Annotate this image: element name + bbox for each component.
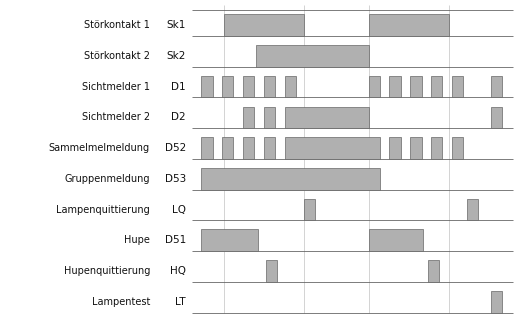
Bar bbox=[256, 45, 369, 67]
Bar bbox=[452, 137, 463, 159]
Text: LT: LT bbox=[175, 297, 186, 307]
Bar bbox=[201, 76, 213, 98]
Bar bbox=[431, 137, 443, 159]
Text: Hupe: Hupe bbox=[124, 235, 150, 245]
Bar bbox=[243, 137, 254, 159]
Text: Sammelmelmeldung: Sammelmelmeldung bbox=[49, 143, 150, 153]
Text: Sichtmelder 2: Sichtmelder 2 bbox=[82, 112, 150, 122]
Text: Sk1: Sk1 bbox=[166, 20, 186, 30]
Bar bbox=[491, 107, 502, 128]
Bar bbox=[243, 76, 254, 98]
Text: Lampentest: Lampentest bbox=[92, 297, 150, 307]
Bar bbox=[466, 199, 478, 220]
Bar bbox=[285, 76, 296, 98]
Bar bbox=[369, 230, 423, 251]
Bar bbox=[369, 14, 449, 36]
Bar bbox=[389, 76, 401, 98]
Bar bbox=[452, 76, 463, 98]
Bar bbox=[285, 107, 369, 128]
Text: Gruppenmeldung: Gruppenmeldung bbox=[64, 174, 150, 184]
Bar bbox=[222, 137, 233, 159]
Bar bbox=[201, 230, 257, 251]
Text: Sk2: Sk2 bbox=[166, 51, 186, 61]
Bar bbox=[389, 137, 401, 159]
Bar bbox=[224, 14, 304, 36]
Text: Störkontakt 1: Störkontakt 1 bbox=[84, 20, 150, 30]
Text: D1: D1 bbox=[171, 82, 186, 92]
Bar bbox=[431, 76, 443, 98]
Text: Hupenquittierung: Hupenquittierung bbox=[63, 266, 150, 276]
Text: Störkontakt 2: Störkontakt 2 bbox=[84, 51, 150, 61]
Bar bbox=[428, 260, 439, 282]
Bar bbox=[243, 107, 254, 128]
Bar bbox=[201, 137, 213, 159]
Text: D51: D51 bbox=[165, 235, 186, 245]
Text: HQ: HQ bbox=[170, 266, 186, 276]
Text: LQ: LQ bbox=[172, 204, 186, 214]
Bar bbox=[266, 260, 277, 282]
Bar bbox=[304, 199, 316, 220]
Text: Lampenquittierung: Lampenquittierung bbox=[56, 204, 150, 214]
Bar bbox=[491, 76, 502, 98]
Text: D53: D53 bbox=[165, 174, 186, 184]
Bar bbox=[264, 137, 275, 159]
Bar bbox=[222, 76, 233, 98]
Bar bbox=[410, 137, 422, 159]
Text: D52: D52 bbox=[165, 143, 186, 153]
Bar bbox=[201, 168, 380, 190]
Bar bbox=[491, 291, 502, 313]
Text: Sichtmelder 1: Sichtmelder 1 bbox=[82, 82, 150, 92]
Text: D2: D2 bbox=[171, 112, 186, 122]
Bar bbox=[264, 107, 275, 128]
Bar bbox=[369, 76, 380, 98]
Bar bbox=[264, 76, 275, 98]
Bar bbox=[410, 76, 422, 98]
Bar bbox=[285, 137, 380, 159]
